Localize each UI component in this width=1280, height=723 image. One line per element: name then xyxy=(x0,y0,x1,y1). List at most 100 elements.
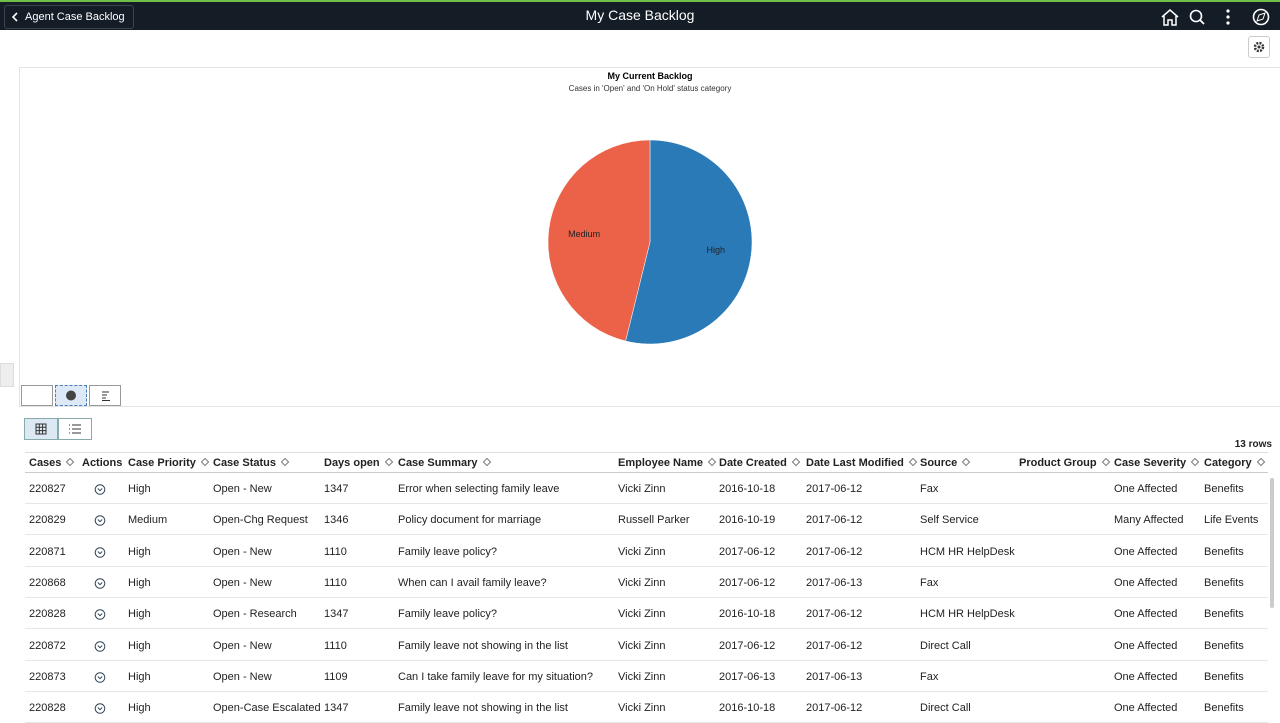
table-cell: Open - New xyxy=(213,670,272,683)
table-cell: One Affected xyxy=(1114,576,1178,589)
table-cell: One Affected xyxy=(1114,483,1178,495)
row-line xyxy=(25,659,1268,661)
chart-title: My Current Backlog xyxy=(607,71,692,81)
table-cell: 1346 xyxy=(324,514,349,527)
menu-icon[interactable] xyxy=(1226,9,1230,25)
table-cell: Policy document for marriage xyxy=(398,514,542,527)
table-cell: Benefits xyxy=(1204,545,1244,558)
top-bar: Agent Case Backlog My Case Backlog xyxy=(0,0,1280,30)
column-header[interactable]: Source xyxy=(920,457,969,469)
chart-subtitle: Cases in 'Open' and 'On Hold' status cat… xyxy=(569,84,732,93)
table-cell: 1110 xyxy=(324,545,347,558)
table-cell: High xyxy=(128,608,151,621)
table-cell: Open-Chg Request xyxy=(213,514,308,527)
header-icons xyxy=(1161,8,1270,26)
table-cell: HCM HR HelpDesk xyxy=(920,545,1015,558)
table-cell: Benefits xyxy=(1204,483,1244,495)
row-count: 13 rows xyxy=(1234,439,1272,450)
home-icon[interactable] xyxy=(1161,9,1179,26)
table-cell: Open - Research xyxy=(213,608,297,621)
row-action[interactable] xyxy=(94,640,106,652)
row-action[interactable] xyxy=(94,577,106,589)
table-cell: Vicki Zinn xyxy=(618,639,666,652)
grid-view[interactable] xyxy=(24,418,58,440)
column-header[interactable]: Case Priority xyxy=(128,457,208,469)
table-cell: 220868 xyxy=(29,576,66,589)
table-cell: Medium xyxy=(128,514,168,527)
table-cell: 220871 xyxy=(29,545,66,558)
table-cell: 1347 xyxy=(324,702,349,715)
column-header[interactable]: Cases xyxy=(29,457,73,469)
column-header[interactable]: Actions xyxy=(82,457,123,469)
row-action[interactable] xyxy=(94,514,106,527)
table-cell: Vicki Zinn xyxy=(618,670,666,683)
table-cell: 1109 xyxy=(324,670,348,683)
table-cell: 2017-06-13 xyxy=(806,576,863,589)
navbar-icon[interactable] xyxy=(1252,8,1270,26)
column-header[interactable]: Date Created xyxy=(719,457,799,469)
chart-type-bar[interactable] xyxy=(21,385,53,406)
table-cell: 220827 xyxy=(29,483,66,495)
chart-type-pie[interactable] xyxy=(55,385,87,406)
table-cell: 2017-06-12 xyxy=(806,608,863,621)
back-label: Agent Case Backlog xyxy=(25,11,125,23)
row-line xyxy=(25,503,1268,504)
list-view[interactable] xyxy=(58,418,92,440)
table-cell: Russell Parker xyxy=(618,514,690,527)
column-header[interactable]: Days open xyxy=(324,457,392,469)
column-header[interactable]: Date Last Modified xyxy=(806,457,916,469)
table-cell: 2016-10-18 xyxy=(719,702,776,715)
table-cell: High xyxy=(128,702,151,715)
column-header[interactable]: Case Status xyxy=(213,457,288,469)
table-cell: Benefits xyxy=(1204,576,1244,589)
table-cell: 220872 xyxy=(29,639,66,652)
table-cell: Open - New xyxy=(213,576,272,589)
row-action[interactable] xyxy=(94,702,106,714)
header-line xyxy=(25,452,1268,453)
table-cell: High xyxy=(128,670,151,683)
chart-type-hbar[interactable] xyxy=(89,385,121,406)
table-cell: Vicki Zinn xyxy=(618,702,666,715)
slice-label: Medium xyxy=(568,229,600,239)
table-cell: One Affected xyxy=(1114,545,1178,558)
table-cell: Family leave not showing in the list xyxy=(398,702,568,715)
table-cell: 2017-06-12 xyxy=(806,545,863,558)
row-action[interactable] xyxy=(94,546,106,558)
table-cell: Self Service xyxy=(920,514,979,527)
back-button[interactable]: Agent Case Backlog xyxy=(4,5,134,29)
table-cell: High xyxy=(128,545,151,558)
table-cell: 220828 xyxy=(29,608,66,621)
side-toggle[interactable] xyxy=(0,363,14,387)
header-line xyxy=(25,472,1268,473)
table-cell: One Affected xyxy=(1114,639,1178,652)
row-action[interactable] xyxy=(94,483,106,495)
table-cell: 2017-06-13 xyxy=(806,670,863,683)
search-icon[interactable] xyxy=(1189,9,1203,23)
column-header[interactable]: Case Summary xyxy=(398,457,490,469)
table-cell: One Affected xyxy=(1114,702,1178,715)
column-header[interactable]: Product Group xyxy=(1019,457,1109,469)
table-cell: 2017-06-12 xyxy=(719,576,776,589)
table-cell: 2017-06-12 xyxy=(806,483,863,495)
table-cell: Family leave policy? xyxy=(398,545,498,558)
settings-button[interactable] xyxy=(1248,36,1270,58)
table-cell: Vicki Zinn xyxy=(618,608,666,621)
table-cell: Direct Call xyxy=(920,639,971,652)
table-cell: Vicki Zinn xyxy=(618,576,666,589)
table-cell: HCM HR HelpDesk xyxy=(920,608,1015,621)
row-action[interactable] xyxy=(94,671,106,683)
scrollbar xyxy=(1270,478,1274,608)
table-cell: 2017-06-12 xyxy=(806,514,863,527)
table-cell: 1110 xyxy=(324,576,347,589)
row-action[interactable] xyxy=(94,608,106,620)
column-header[interactable]: Category xyxy=(1204,457,1264,469)
back-icon xyxy=(11,12,18,22)
table-cell: High xyxy=(128,483,151,495)
table-cell: 2016-10-18 xyxy=(719,483,776,495)
table-cell: High xyxy=(128,639,151,652)
table-cell: Can I take family leave for my situation… xyxy=(398,670,594,683)
pie-slice xyxy=(625,139,753,345)
column-header[interactable]: Case Severity xyxy=(1114,457,1198,469)
column-header[interactable]: Employee Name xyxy=(618,457,715,469)
